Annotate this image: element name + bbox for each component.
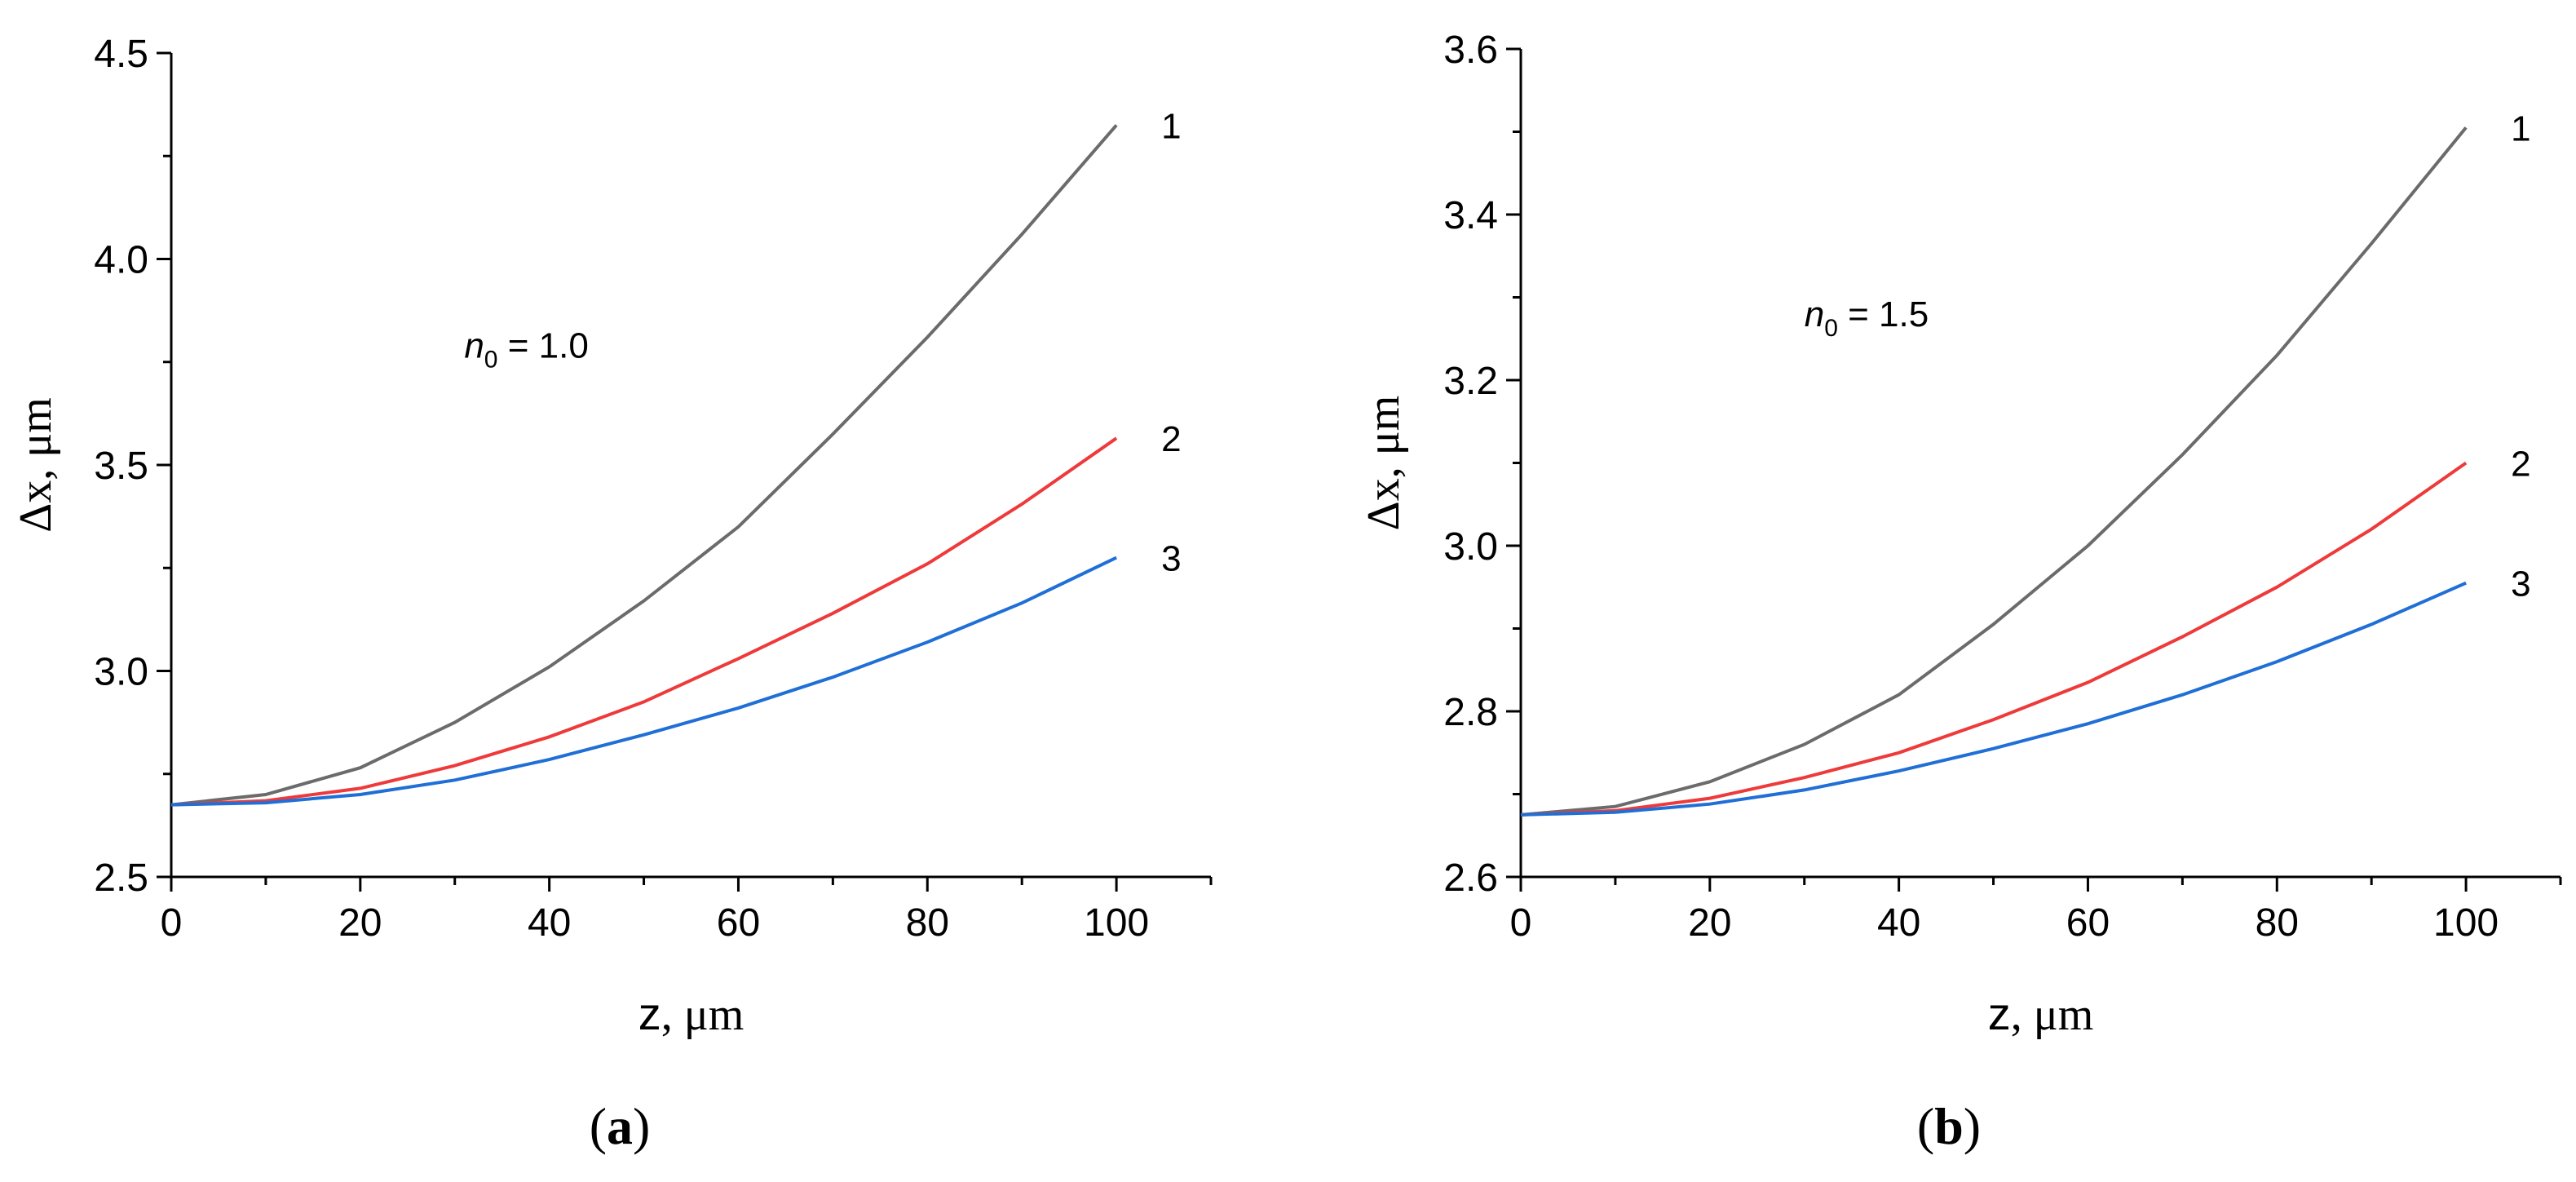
series-line-1-b bbox=[1520, 126, 2468, 817]
annotation-sub: 0 bbox=[1824, 315, 1838, 342]
y-axis-title-unit: , μm bbox=[11, 397, 61, 480]
series-label-3-a: 3 bbox=[1161, 539, 1181, 579]
y-tick-label-b: 2.6 bbox=[1443, 857, 1498, 900]
y-tick-label-b: 3.6 bbox=[1443, 29, 1498, 72]
x-tick-label-b: 20 bbox=[1688, 901, 1731, 945]
x-tick-label-b: 100 bbox=[2433, 901, 2499, 945]
panel-caption-b: (b) bbox=[1917, 1097, 1981, 1155]
annotation-a: n0 = 1.0 bbox=[464, 326, 588, 374]
y-axis-title-var: Δx bbox=[1359, 478, 1409, 530]
x-tick-label-a: 100 bbox=[1084, 901, 1149, 945]
y-tick-label-a: 3.0 bbox=[94, 651, 148, 694]
panel-caption-letter: a bbox=[607, 1097, 633, 1155]
annotation-var: n bbox=[464, 326, 484, 366]
annotation-var: n bbox=[1805, 294, 1824, 334]
y-axis-title-var: Δx bbox=[11, 480, 61, 533]
y-axis-title-unit: , μm bbox=[1359, 396, 1409, 479]
series-label-1-a: 1 bbox=[1161, 106, 1181, 146]
series-line-1-a bbox=[170, 124, 1118, 807]
panel-caption-open: ( bbox=[590, 1097, 607, 1155]
x-tick-label-a: 40 bbox=[528, 901, 571, 945]
y-tick-label-a: 3.5 bbox=[94, 445, 148, 488]
annotation-sub: 0 bbox=[484, 347, 498, 374]
x-tick-label-b: 40 bbox=[1877, 901, 1920, 945]
y-tick-label-b: 3.2 bbox=[1443, 360, 1498, 403]
x-tick-label-b: 80 bbox=[2256, 901, 2299, 945]
x-tick-label-b: 60 bbox=[2066, 901, 2110, 945]
series-label-2-a: 2 bbox=[1161, 419, 1181, 459]
series-line-3-a bbox=[170, 556, 1117, 807]
panel-caption-open: ( bbox=[1917, 1097, 1934, 1155]
y-tick-label-a: 4.5 bbox=[94, 33, 148, 76]
x-tick-label-a: 80 bbox=[906, 901, 949, 945]
x-axis-title-var: z bbox=[1988, 988, 2011, 1039]
x-tick-label-b: 0 bbox=[1510, 901, 1532, 945]
series-line-3-b bbox=[1520, 581, 2467, 817]
y-tick-label-b: 3.0 bbox=[1443, 525, 1498, 569]
y-axis-title-b: Δx, μm bbox=[1359, 396, 1409, 531]
x-axis-title-b: z, μm bbox=[1988, 988, 2094, 1040]
annotation-text: = 1.5 bbox=[1838, 294, 1929, 334]
y-tick-label-a: 4.0 bbox=[94, 239, 148, 282]
y-tick-label-b: 3.4 bbox=[1443, 194, 1498, 237]
series-label-1-b: 1 bbox=[2511, 108, 2530, 148]
annotation-text: = 1.0 bbox=[497, 326, 588, 366]
y-tick-label-b: 2.8 bbox=[1443, 691, 1498, 734]
series-line-2-a bbox=[170, 436, 1118, 807]
y-axis-title-a: Δx, μm bbox=[11, 397, 61, 533]
x-axis-title-a: z, μm bbox=[638, 988, 745, 1040]
x-axis-title-var: z bbox=[638, 988, 661, 1039]
x-tick-label-a: 20 bbox=[338, 901, 382, 945]
y-tick-label-a: 2.5 bbox=[94, 857, 148, 900]
series-line-2-b bbox=[1520, 461, 2468, 817]
x-axis-title-unit: , μm bbox=[2011, 989, 2094, 1040]
annotation-b: n0 = 1.5 bbox=[1805, 294, 1929, 342]
panel-caption-letter: b bbox=[1934, 1097, 1964, 1155]
panel-caption-close: ) bbox=[633, 1097, 650, 1155]
panel-caption-a: (a) bbox=[590, 1097, 651, 1155]
x-tick-label-a: 0 bbox=[161, 901, 183, 945]
panel-caption-close: ) bbox=[1964, 1097, 1981, 1155]
series-label-3-b: 3 bbox=[2511, 564, 2530, 604]
series-label-2-b: 2 bbox=[2511, 445, 2530, 485]
x-axis-title-unit: , μm bbox=[661, 989, 745, 1040]
x-tick-label-a: 60 bbox=[717, 901, 760, 945]
